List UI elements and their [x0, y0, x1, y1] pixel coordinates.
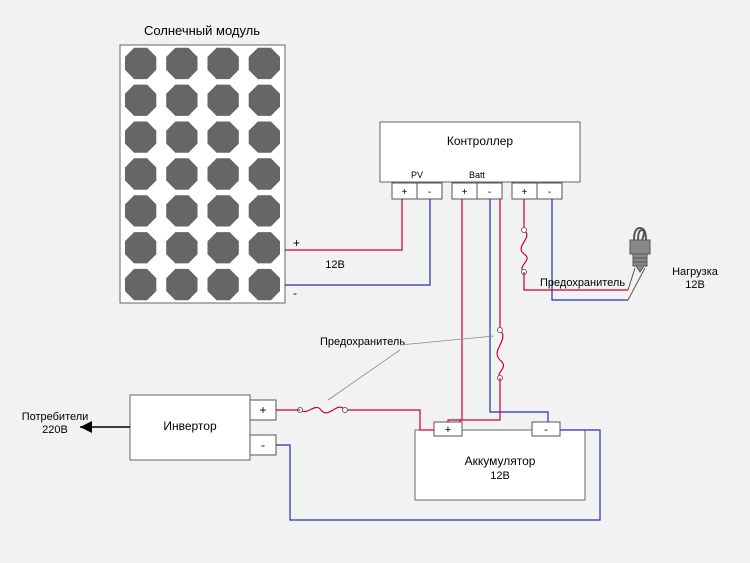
battery: + - Аккумулятор 12В: [415, 422, 585, 500]
svg-text:-: -: [488, 187, 491, 198]
fuse-label-1: Предохранитель: [320, 336, 405, 348]
svg-text:-: -: [293, 286, 297, 300]
svg-text:+: +: [293, 236, 300, 250]
svg-text:-: -: [544, 424, 548, 436]
solar-cell: [208, 195, 239, 226]
svg-text:12В: 12В: [325, 259, 345, 271]
solar-cell: [249, 122, 280, 153]
solar-cell: [125, 232, 156, 263]
solar-cell: [166, 232, 197, 263]
svg-text:+: +: [402, 187, 408, 198]
solar-cell: [208, 232, 239, 263]
solar-cell: [249, 232, 280, 263]
svg-text:+: +: [522, 187, 528, 198]
fuse-battery: [497, 328, 503, 381]
solar-cell: [166, 48, 197, 79]
solar-panel-label: Солнечный модуль: [144, 23, 260, 38]
solar-cell: [208, 48, 239, 79]
solar-wiring-diagram: Солнечный модуль Контроллер PV Batt + - + -…: [0, 0, 750, 563]
solar-cell: [125, 269, 156, 300]
solar-cell: [208, 158, 239, 189]
inverter: Инвертор + -: [130, 395, 276, 460]
cfl-bulb-icon: [628, 228, 650, 300]
svg-text:+: +: [462, 187, 468, 198]
svg-text:-: -: [261, 438, 265, 452]
svg-text:12В: 12В: [490, 470, 510, 482]
svg-text:220В: 220В: [42, 424, 68, 436]
svg-text:+: +: [259, 403, 266, 417]
solar-cell: [249, 85, 280, 116]
solar-cell: [208, 122, 239, 153]
solar-cell: [249, 269, 280, 300]
solar-cell: [166, 85, 197, 116]
battery-label: Аккумулятор: [465, 454, 536, 468]
fuse-label-2: Предохранитель: [540, 277, 625, 289]
solar-cell: [208, 85, 239, 116]
solar-cell: [166, 122, 197, 153]
controller-label: Контроллер: [447, 134, 514, 148]
solar-cell: [208, 269, 239, 300]
solar-cell: [125, 195, 156, 226]
solar-cell: [166, 269, 197, 300]
wires-controller-battery: Предохранитель: [320, 199, 548, 425]
svg-text:Batt: Batt: [469, 170, 486, 180]
wires-controller-load: Предохранитель: [521, 199, 628, 300]
solar-cell: [166, 158, 197, 189]
consumers: Потребители 220В: [22, 411, 130, 436]
solar-cell: [125, 48, 156, 79]
solar-cell: [249, 158, 280, 189]
svg-text:+: +: [445, 424, 451, 436]
svg-text:PV: PV: [411, 170, 423, 180]
consumers-label: Потребители: [22, 411, 89, 423]
solar-cell: [249, 195, 280, 226]
solar-cell: [249, 48, 280, 79]
load-bulb: Нагрузка 12В: [628, 228, 719, 300]
fuse-load: [521, 228, 527, 275]
inverter-label: Инвертор: [163, 419, 217, 433]
fuse-inverter: [298, 407, 348, 413]
controller: Контроллер PV Batt + - + - + -: [380, 122, 580, 199]
svg-text:-: -: [548, 187, 551, 198]
solar-cell: [125, 158, 156, 189]
svg-text:12В: 12В: [685, 279, 705, 291]
svg-text:-: -: [428, 187, 431, 198]
solar-cell: [125, 85, 156, 116]
load-label: Нагрузка: [672, 266, 719, 278]
solar-cell: [166, 195, 197, 226]
solar-panel: Солнечный модуль: [120, 23, 285, 303]
wires-panel-controller: + 12В -: [285, 199, 430, 300]
solar-cell: [125, 122, 156, 153]
